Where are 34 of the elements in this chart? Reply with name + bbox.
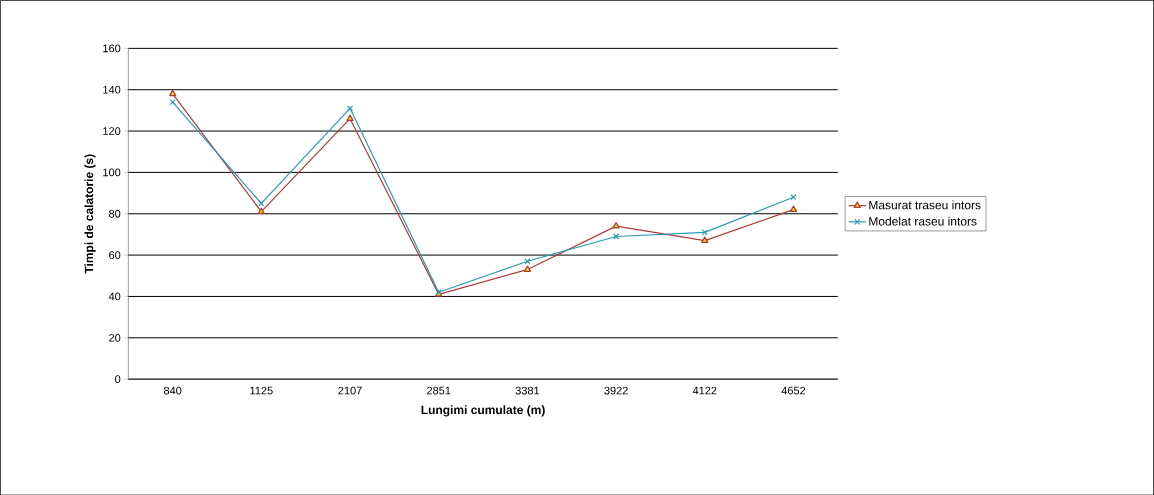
point — [346, 114, 354, 121]
point — [346, 105, 354, 112]
y-tick-label: 140 — [103, 85, 121, 94]
y-tick-label: 160 — [103, 44, 121, 53]
point — [612, 221, 620, 229]
point — [524, 258, 531, 265]
x-tick-label: 2851 — [427, 386, 451, 395]
y-tick-label: 80 — [109, 209, 121, 218]
x-tick-label: 3922 — [604, 386, 628, 395]
y-tick-label: 120 — [103, 126, 121, 135]
point — [790, 193, 797, 201]
x-tick-label: 3381 — [515, 386, 540, 395]
x-tick-label: 840 — [163, 386, 182, 395]
y-axis-title: Timpi de calatorie (s) — [84, 154, 96, 274]
y-tick-label: 60 — [109, 251, 121, 259]
x-tick-label: 4652 — [781, 386, 806, 395]
point — [701, 236, 709, 243]
point — [169, 89, 177, 96]
x-tick-label: 1125 — [250, 386, 273, 395]
point — [169, 98, 176, 105]
legend-label: Masurat traseu intors — [869, 200, 981, 210]
point — [613, 233, 620, 240]
legend-label: Modelat raseu intors — [869, 216, 977, 226]
y-tick-label: 0 — [115, 375, 121, 383]
x-axis-title: Lungimi cumulate (m) — [421, 405, 545, 417]
y-tick-label: 20 — [109, 333, 121, 342]
x-tick-label: 2107 — [338, 386, 362, 395]
point — [789, 205, 798, 212]
point — [257, 207, 265, 214]
y-tick-label: 40 — [108, 292, 121, 301]
y-tick-label: 100 — [103, 168, 121, 177]
point — [523, 265, 532, 272]
point — [701, 229, 708, 236]
x-tick-label: 4122 — [692, 386, 717, 395]
